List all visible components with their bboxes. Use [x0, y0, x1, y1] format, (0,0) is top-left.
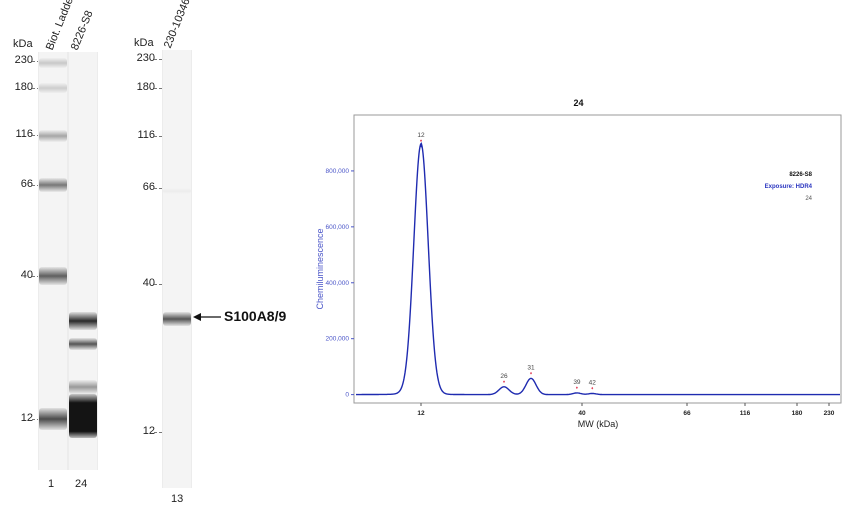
gel2-lane-number: 13 [171, 493, 184, 505]
gel2-lane-header: 230-10346 [161, 0, 193, 50]
sample-band-d [69, 394, 97, 438]
y-tick-label: 800,000 [326, 168, 350, 175]
ladder-band-116 [39, 130, 67, 142]
legend-exposure: Exposure: HDR4 [765, 184, 813, 190]
gel2-tick-label-180: 180 [136, 81, 155, 93]
x-tick-label: 116 [740, 410, 751, 417]
ladder-band-66 [39, 178, 67, 192]
peak-marker-42: ♦ [591, 385, 594, 390]
sample-band-a [69, 312, 97, 330]
legend-lane: 24 [805, 196, 812, 202]
gel1-tick-mark-66 [32, 185, 40, 187]
gel2-tick-mark-12 [154, 432, 162, 434]
gel2-tick-label-230: 230 [136, 52, 155, 64]
ladder-band-12 [39, 408, 67, 430]
sample-band-b [69, 338, 97, 350]
gel1-lane1-number: 1 [48, 478, 55, 490]
peak-marker-26: ♦ [503, 379, 506, 384]
y-tick-label: 600,000 [326, 224, 350, 231]
gel1-lane-ladder [38, 52, 68, 470]
electropherogram-chart: 24 0 200,000 400,000 600,000 800,000 Chemilumi… [315, 98, 842, 429]
peak-label-12: 12 [417, 132, 425, 139]
gel2-tick-mark-40 [154, 284, 162, 286]
x-axis-label: MW (kDa) [578, 419, 619, 429]
gel2-tick-mark-66 [154, 188, 162, 190]
gel2-lane-sample [162, 50, 192, 488]
annotation-label: S100A8/9 [224, 308, 287, 324]
gel1-tick-mark-116 [32, 135, 40, 137]
y-axis-label: Chemiluminescence [315, 228, 325, 309]
peak-label-42: 42 [589, 379, 597, 386]
x-tick-label: 40 [578, 410, 586, 417]
peak-label-39: 39 [573, 379, 581, 386]
gel1-tick-label-12: 12 [20, 412, 33, 424]
series-line [356, 141, 840, 396]
gel1-kda-label: kDa [13, 38, 33, 50]
peak-marker-31: ♦ [530, 370, 533, 375]
ladder-band-230 [39, 58, 67, 68]
peak-label-31: 31 [527, 364, 535, 371]
gel2-tick-label-66: 66 [142, 181, 155, 193]
gel2-tick-label-12: 12 [142, 425, 155, 437]
ladder-band-180 [39, 83, 67, 93]
gel1-tick-mark-230 [32, 61, 40, 63]
x-tick-label: 66 [683, 410, 691, 417]
gel2-kda-label: kDa [134, 37, 154, 49]
gel2-tick-mark-180 [154, 88, 162, 90]
gel1-lane-sample [68, 52, 98, 470]
gel2-tick-label-40: 40 [142, 277, 155, 289]
legend-sample: 8226-S8 [789, 172, 812, 178]
chart-title: 24 [573, 98, 583, 108]
x-tick-label: 180 [792, 410, 803, 417]
gel1-tick-label-116: 116 [15, 128, 33, 140]
x-tick-label: 12 [417, 410, 425, 417]
annotation-arrow-icon [193, 313, 221, 321]
gel2-band-s100 [163, 312, 191, 326]
ladder-band-40 [39, 267, 67, 285]
peak-marker-39: ♦ [576, 385, 579, 390]
x-tick-label: 230 [824, 410, 835, 417]
gel1-tick-label-66: 66 [20, 178, 33, 190]
y-tick-label: 400,000 [326, 280, 350, 287]
y-tick-label: 0 [345, 392, 349, 399]
gel2-tick-label-116: 116 [137, 129, 155, 141]
plot-frame [353, 114, 842, 404]
sample-band-c [69, 380, 97, 394]
gel1-lane2-number: 24 [75, 478, 88, 490]
gel1-tick-mark-12 [32, 419, 40, 421]
peak-marker-12: ♦ [420, 138, 423, 143]
y-tick-label: 200,000 [326, 336, 350, 343]
gel1-tick-mark-40 [32, 276, 40, 278]
gel1-lane2-header: 8226-S8 [68, 8, 96, 53]
gel2-band-66 [163, 188, 191, 194]
gel1-tick-label-40: 40 [20, 269, 33, 281]
gel2-tick-mark-116 [154, 136, 162, 138]
gel2-tick-mark-230 [154, 59, 162, 61]
gel1-tick-mark-180 [32, 88, 40, 90]
peak-label-26: 26 [500, 373, 508, 380]
gel1-tick-label-180: 180 [14, 81, 33, 93]
gel1-tick-label-230: 230 [14, 54, 33, 66]
